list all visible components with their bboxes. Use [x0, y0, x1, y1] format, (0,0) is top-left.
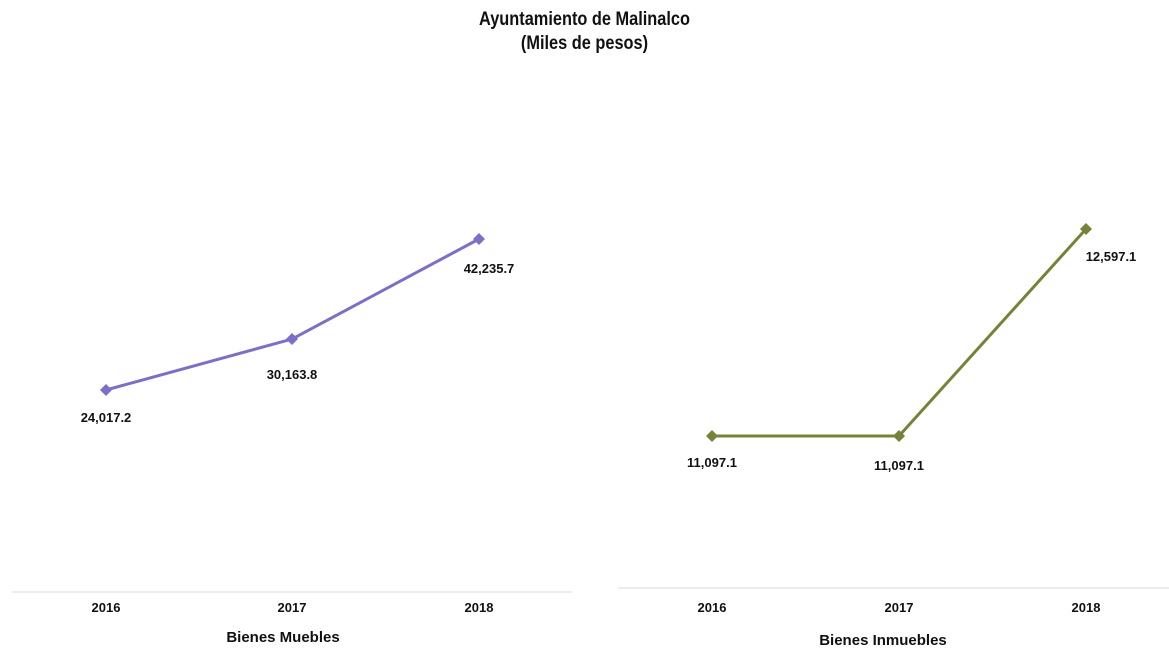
data-point-marker	[1080, 223, 1092, 235]
data-point-marker	[100, 384, 112, 396]
data-point-marker	[286, 333, 298, 346]
x-tick-label: 2017	[278, 600, 307, 615]
data-label: 11,097.1	[687, 455, 737, 470]
x-tick-label: 2018	[1072, 600, 1101, 615]
data-point-marker	[893, 430, 905, 442]
chart-bienes-inmuebles: 11,097.1 11,097.1 12,597.1 2016 2017 2018 Bien…	[618, 223, 1169, 649]
x-tick-label: 2016	[92, 600, 121, 615]
chart-bienes-muebles: 24,017.2 30,163.8 42,235.7 2016 2017 2018 Bien…	[12, 233, 572, 646]
x-tick-label: 2017	[885, 600, 914, 615]
x-axis-title: Bienes Inmuebles	[819, 632, 947, 649]
series-line	[712, 227, 1088, 438]
x-axis-title: Bienes Muebles	[226, 629, 339, 646]
chart-title-block: Ayuntamiento de Malinalco (Miles de peso…	[82, 8, 1087, 56]
x-tick-label: 2016	[698, 600, 727, 615]
x-tick-label: 2018	[465, 600, 494, 615]
data-point-marker	[473, 233, 485, 245]
data-label: 11,097.1	[874, 458, 924, 473]
data-point-marker	[706, 430, 718, 442]
data-label: 24,017.2	[81, 410, 132, 425]
data-label: 12,597.1	[1086, 249, 1137, 264]
chart-title: Ayuntamiento de Malinalco	[479, 9, 690, 30]
data-label: 30,163.8	[267, 367, 318, 382]
data-label: 42,235.7	[464, 261, 515, 276]
chart-subtitle: (Miles de pesos)	[520, 33, 649, 54]
